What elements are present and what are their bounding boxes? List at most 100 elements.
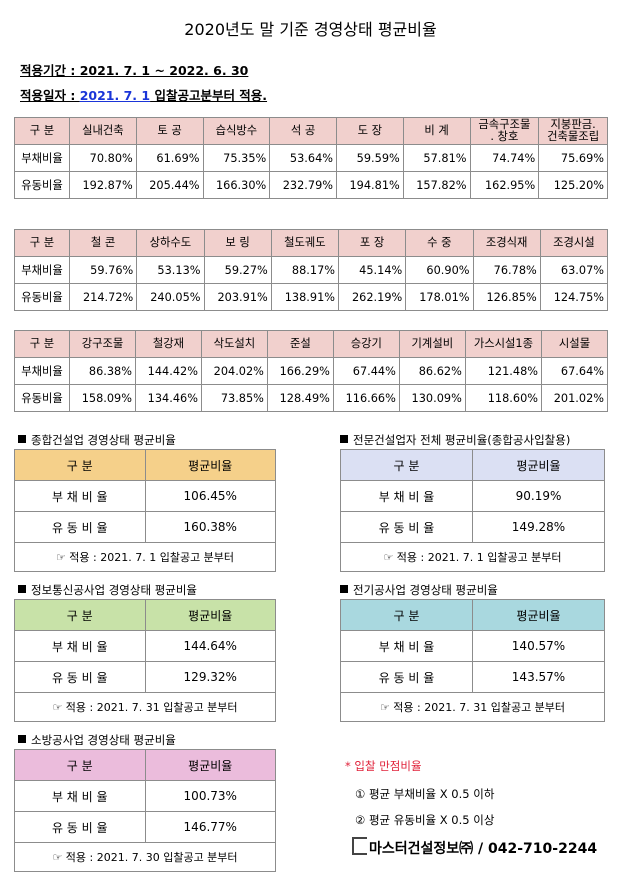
table-cell: 194.81% [336, 171, 404, 199]
box-header-row: 구 분 평균비율 [340, 599, 605, 631]
column-header: 보 링 [203, 229, 272, 257]
row-label: 유동비율 [14, 384, 70, 412]
column-header: 비 계 [402, 117, 471, 145]
table-cell: 158.09% [69, 384, 136, 412]
apply-date-info: 적용일자 : 2021. 7. 1 입찰공고분부터 적용. [20, 85, 267, 104]
table-cell: 214.72% [68, 283, 138, 311]
box-debt-row: 부 채 비 율 144.64% [14, 630, 276, 662]
box-header-value: 평균비율 [144, 449, 276, 481]
column-header: 삭도설치 [200, 330, 268, 358]
box-debt-row: 부 채 비 율 100.73% [14, 780, 276, 812]
square-bullet-icon [18, 735, 26, 743]
box-row-value: 144.64% [144, 630, 276, 662]
table-cell: 157.82% [402, 171, 471, 199]
column-header: 강구조물 [69, 330, 136, 358]
row-label: 구 분 [14, 330, 70, 358]
box-row-label: 부 채 비 율 [14, 780, 146, 812]
table-cell: 116.66% [332, 384, 400, 412]
box-row-value: 90.19% [472, 480, 605, 512]
column-header: 철 콘 [68, 229, 138, 257]
row-label: 유동비율 [14, 283, 70, 311]
fire-ratio-table: 구 분 평균비율 부 채 비 율 100.73% 유 동 비 율 146.77% ☞ 적용 … [14, 749, 276, 872]
table-cell: 144.42% [134, 357, 202, 385]
column-header: 금속구조물 . 창호 [469, 117, 540, 145]
period-info: 적용기간 : 2021. 7. 1 ~ 2022. 6. 30 [20, 60, 248, 79]
box-header-value: 평균비율 [472, 599, 605, 631]
electric-ratio-table: 구 분 평균비율 부 채 비 율 140.57% 유 동 비 율 143.57% ☞ 적용 … [340, 599, 605, 722]
box-row-label: 유 동 비 율 [340, 661, 473, 693]
box-note: ☞ 적용 : 2021. 7. 1 입찰공고 분부터 [14, 542, 276, 572]
column-header: 시설물 [541, 330, 608, 358]
box-liquidity-row: 유 동 비 율 143.57% [340, 661, 605, 693]
page-title: 2020년도 말 기준 경영상태 평균비율 [184, 20, 437, 39]
box-header-row: 구 분 평균비율 [14, 449, 276, 481]
column-header: 상하수도 [136, 229, 205, 257]
box-row-value: 149.28% [472, 511, 605, 543]
table-cell: 86.38% [69, 357, 136, 385]
specialty-section-title: 전문건설업자 전체 평균비율(종합공사입찰용) [340, 432, 570, 448]
box-note: ☞ 적용 : 2021. 7. 31 입찰공고 분부터 [340, 692, 605, 722]
row-label: 구 분 [14, 117, 70, 145]
box-debt-row: 부 채 비 율 90.19% [340, 480, 605, 512]
box-liquidity-row: 유 동 비 율 129.32% [14, 661, 276, 693]
bid-rule-2: ② 평균 유동비율 X 0.5 이상 [355, 813, 495, 827]
box-note-row: ☞ 적용 : 2021. 7. 31 입찰공고 분부터 [340, 692, 605, 722]
box-row-label: 유 동 비 율 [14, 511, 146, 543]
table-cell: 63.07% [539, 256, 609, 284]
electric-section-title: 전기공사업 경영상태 평균비율 [340, 582, 498, 598]
brand-footer: 마스터건설정보㈜ / 042-710-2244 [352, 837, 597, 858]
box-header-label: 구 분 [340, 449, 473, 481]
brand-logo-icon [352, 837, 367, 855]
column-header: 도 장 [336, 117, 404, 145]
box-row-label: 유 동 비 율 [14, 661, 146, 693]
general-ratio-table: 구 분 평균비율 부 채 비 율 106.45% 유 동 비 율 160.38% ☞ 적용 … [14, 449, 276, 572]
box-debt-row: 부 채 비 율 140.57% [340, 630, 605, 662]
table-cell: 59.27% [203, 256, 272, 284]
box-row-label: 부 채 비 율 [14, 480, 146, 512]
column-header: 기계설비 [398, 330, 466, 358]
table-cell: 192.87% [69, 171, 137, 199]
bid-rules-title: * 입찰 만점비율 [345, 759, 422, 773]
box-row-value: 129.32% [144, 661, 276, 693]
debt-row: 부채비율 70.80% 61.69% 75.35% 53.64% 59.59% 57.81%… [14, 144, 608, 172]
box-note: ☞ 적용 : 2021. 7. 30 입찰공고 분부터 [14, 842, 276, 872]
box-header-value: 평균비율 [144, 599, 276, 631]
apply-date-link[interactable]: 2021. 7. 1 [79, 88, 151, 103]
row-label: 부채비율 [14, 357, 70, 385]
liquidity-row: 유동비율 192.87% 205.44% 166.30% 232.79% 194.81% 1… [14, 171, 608, 199]
table-cell: 125.20% [538, 171, 608, 199]
table-cell: 61.69% [135, 144, 204, 172]
square-bullet-icon [340, 585, 348, 593]
table-cell: 262.19% [337, 283, 407, 311]
square-bullet-icon [18, 435, 26, 443]
box-note-row: ☞ 적용 : 2021. 7. 1 입찰공고 분부터 [14, 542, 276, 572]
table-cell: 166.30% [202, 171, 271, 199]
box-header-value: 평균비율 [144, 749, 276, 781]
box-header-label: 구 분 [14, 749, 146, 781]
column-header: 포 장 [337, 229, 407, 257]
box-note: ☞ 적용 : 2021. 7. 1 입찰공고 분부터 [340, 542, 605, 572]
box-row-label: 부 채 비 율 [340, 630, 473, 662]
table-cell: 162.95% [469, 171, 540, 199]
industry-table-3: 구 분 강구조물 철강재 삭도설치 준설 승강기 기계설비 가스시설1종 시설물 부채비율 86.3… [14, 330, 608, 412]
table-cell: 130.09% [398, 384, 466, 412]
debt-row: 부채비율 59.76% 53.13% 59.27% 88.17% 45.14% 60.90%… [14, 256, 609, 284]
box-row-value: 160.38% [144, 511, 276, 543]
column-header: 가스시설1종 [464, 330, 543, 358]
table-cell: 59.76% [68, 256, 138, 284]
table-cell: 240.05% [136, 283, 205, 311]
row-label: 구 분 [14, 229, 70, 257]
table-cell: 121.48% [464, 357, 543, 385]
column-header: 철도궤도 [270, 229, 340, 257]
column-header: 습식방수 [202, 117, 271, 145]
ict-section-title: 정보통신공사업 경영상태 평균비율 [18, 582, 197, 598]
general-section-title: 종합건설업 경영상태 평균비율 [18, 432, 176, 448]
box-row-value: 106.45% [144, 480, 276, 512]
box-row-value: 140.57% [472, 630, 605, 662]
square-bullet-icon [340, 435, 348, 443]
box-note-row: ☞ 적용 : 2021. 7. 30 입찰공고 분부터 [14, 842, 276, 872]
table-cell: 203.91% [203, 283, 272, 311]
box-row-value: 100.73% [144, 780, 276, 812]
